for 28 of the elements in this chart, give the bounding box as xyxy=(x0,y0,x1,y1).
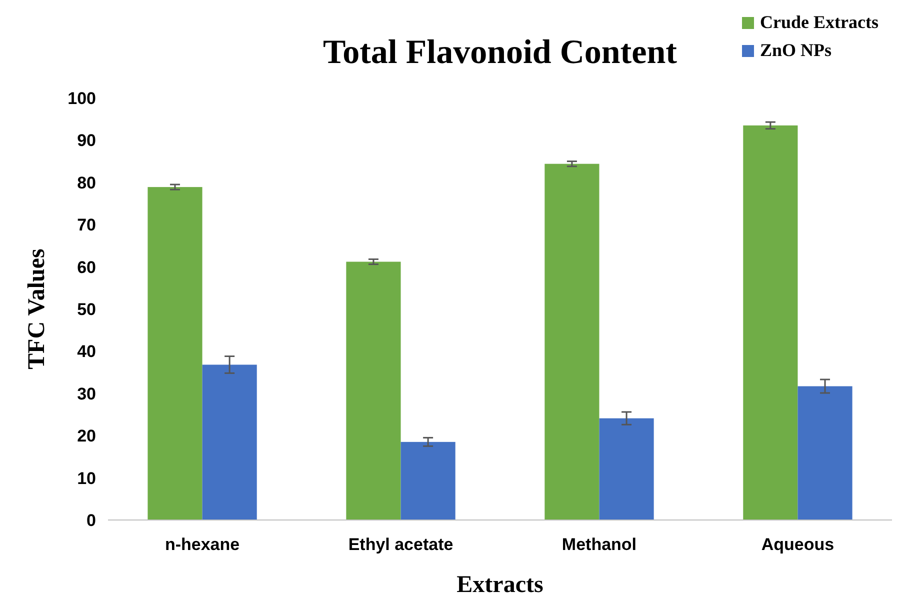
bar xyxy=(798,386,852,520)
bar xyxy=(599,418,654,520)
x-tick-label: Ethyl acetate xyxy=(348,535,454,554)
y-tick-label: 60 xyxy=(77,258,96,277)
y-axis-title: TFC Values xyxy=(24,248,50,370)
y-tick-label: 40 xyxy=(77,342,96,362)
bar xyxy=(544,164,600,520)
bar xyxy=(148,187,202,520)
y-tick-label: 0 xyxy=(86,510,96,530)
y-tick-label: 100 xyxy=(68,88,96,108)
x-tick-label: Methanol xyxy=(562,535,637,554)
legend-label: Crude Extracts xyxy=(760,12,878,32)
x-axis-title: Extracts xyxy=(456,572,544,598)
y-tick-label: 70 xyxy=(77,216,96,235)
bar xyxy=(400,442,456,520)
y-tick-label: 80 xyxy=(77,173,96,192)
bar xyxy=(743,125,798,520)
x-tick-label: Aqueous xyxy=(761,535,834,554)
chart-title: Total Flavonoid Content xyxy=(323,34,678,71)
legend-label: ZnO NPs xyxy=(760,40,832,60)
bar xyxy=(346,262,401,520)
y-tick-label: 90 xyxy=(77,131,96,150)
y-tick-label: 10 xyxy=(77,468,96,488)
y-tick-label: 20 xyxy=(77,426,96,446)
y-tick-label: 50 xyxy=(77,300,96,319)
y-tick-label: 30 xyxy=(77,384,96,404)
x-tick-label: n-hexane xyxy=(164,535,240,554)
bar xyxy=(202,364,257,520)
